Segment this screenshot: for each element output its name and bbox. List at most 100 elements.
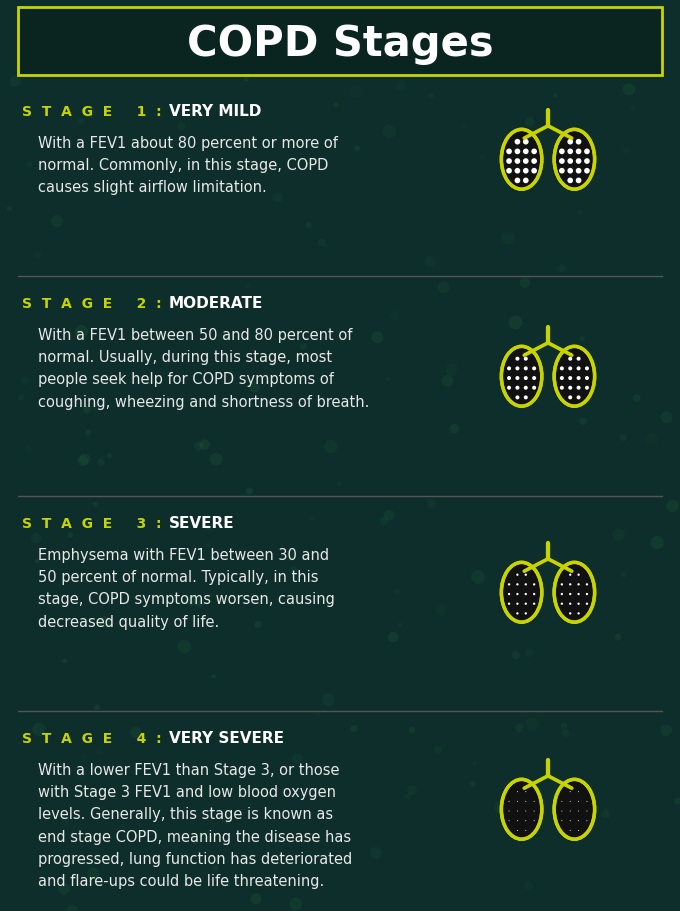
Text: MODERATE: MODERATE (169, 296, 263, 312)
Circle shape (511, 651, 520, 660)
Ellipse shape (501, 563, 542, 622)
Circle shape (578, 820, 579, 822)
Circle shape (76, 17, 81, 22)
Circle shape (438, 282, 449, 294)
Circle shape (524, 574, 527, 577)
Circle shape (80, 454, 90, 466)
Circle shape (318, 240, 326, 247)
Circle shape (63, 659, 67, 663)
Circle shape (520, 394, 532, 406)
Circle shape (567, 139, 573, 146)
Circle shape (61, 818, 70, 826)
Circle shape (309, 516, 315, 521)
Circle shape (99, 617, 111, 628)
Circle shape (517, 820, 518, 822)
Circle shape (571, 589, 583, 600)
Circle shape (577, 593, 580, 596)
Circle shape (532, 376, 536, 381)
Circle shape (531, 159, 537, 165)
Circle shape (568, 367, 573, 371)
Text: With a FEV1 about 80 percent or more of
normal. Commonly, in this stage, COPD
ca: With a FEV1 about 80 percent or more of … (38, 136, 338, 195)
Circle shape (524, 603, 527, 605)
Circle shape (533, 593, 535, 596)
Circle shape (578, 830, 579, 831)
Circle shape (396, 81, 407, 92)
Circle shape (192, 840, 197, 844)
Circle shape (576, 139, 581, 146)
Circle shape (561, 593, 563, 596)
Circle shape (425, 257, 436, 268)
Circle shape (211, 674, 216, 679)
Circle shape (578, 801, 579, 802)
Ellipse shape (554, 130, 594, 190)
Circle shape (523, 139, 528, 146)
Circle shape (569, 612, 571, 615)
Circle shape (18, 394, 24, 401)
Circle shape (217, 333, 226, 342)
Circle shape (506, 159, 512, 165)
Circle shape (524, 357, 528, 362)
Circle shape (509, 391, 518, 400)
Ellipse shape (554, 780, 594, 839)
Text: Emphysema with FEV1 between 30 and
50 percent of normal. Typically, in this
stag: Emphysema with FEV1 between 30 and 50 pe… (38, 548, 335, 629)
Circle shape (621, 572, 627, 578)
Circle shape (524, 367, 528, 371)
Circle shape (81, 754, 86, 760)
Circle shape (530, 600, 541, 611)
Circle shape (515, 159, 520, 165)
Text: With a FEV1 between 50 and 80 percent of
normal. Usually, during this stage, mos: With a FEV1 between 50 and 80 percent of… (38, 328, 369, 409)
Text: VERY SEVERE: VERY SEVERE (169, 731, 284, 746)
Circle shape (515, 376, 520, 381)
Circle shape (388, 632, 398, 643)
Circle shape (515, 396, 520, 400)
Circle shape (7, 207, 12, 212)
Circle shape (553, 94, 558, 98)
Circle shape (286, 551, 296, 562)
Circle shape (532, 386, 536, 390)
Circle shape (290, 567, 297, 574)
Circle shape (525, 792, 526, 793)
Circle shape (570, 801, 571, 802)
Circle shape (573, 136, 584, 147)
Circle shape (568, 396, 573, 400)
Circle shape (131, 727, 141, 738)
Circle shape (559, 149, 564, 155)
Circle shape (632, 395, 641, 403)
Circle shape (58, 883, 70, 895)
Circle shape (273, 193, 283, 203)
Circle shape (585, 386, 589, 390)
Circle shape (523, 179, 528, 184)
Circle shape (517, 830, 518, 831)
Circle shape (494, 801, 507, 814)
Circle shape (31, 533, 41, 544)
Circle shape (569, 593, 571, 596)
Circle shape (409, 727, 415, 733)
Circle shape (584, 149, 590, 155)
Circle shape (666, 500, 679, 513)
Circle shape (82, 106, 96, 119)
Circle shape (27, 162, 33, 169)
Circle shape (517, 811, 518, 812)
Circle shape (85, 430, 92, 436)
Circle shape (567, 169, 573, 174)
Circle shape (524, 593, 527, 596)
FancyBboxPatch shape (18, 8, 662, 76)
Circle shape (570, 820, 571, 822)
Circle shape (515, 367, 520, 371)
Circle shape (524, 612, 527, 615)
Circle shape (560, 367, 564, 371)
Circle shape (577, 357, 581, 362)
Circle shape (34, 252, 41, 260)
Circle shape (395, 589, 400, 595)
Circle shape (557, 265, 566, 273)
Text: S  T  A  G  E     3  :: S T A G E 3 : (22, 517, 162, 530)
Circle shape (384, 510, 395, 521)
Circle shape (516, 574, 519, 577)
Circle shape (560, 376, 564, 381)
Circle shape (32, 723, 46, 736)
Circle shape (601, 809, 611, 818)
Circle shape (473, 762, 477, 765)
Circle shape (221, 813, 233, 824)
Circle shape (354, 147, 360, 152)
Circle shape (524, 881, 533, 890)
